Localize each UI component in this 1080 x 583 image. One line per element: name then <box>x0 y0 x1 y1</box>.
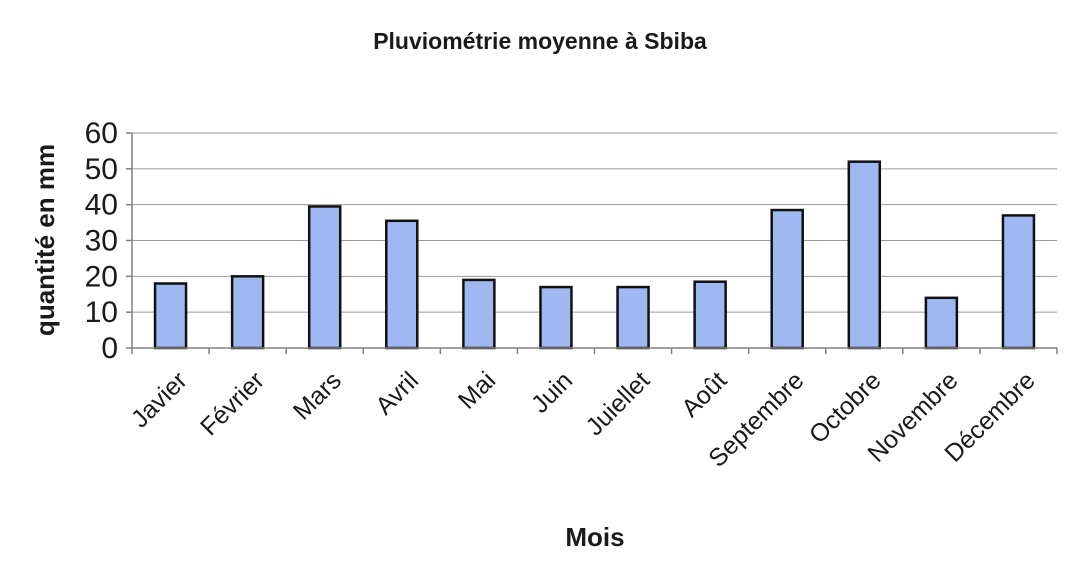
bar-7 <box>616 285 650 350</box>
x-tick-label: Août <box>676 366 732 422</box>
bar-6 <box>539 285 573 350</box>
x-tick-label: Mai <box>453 366 501 414</box>
x-tick-label: Mars <box>288 366 347 425</box>
y-tick-label: 30 <box>85 225 118 258</box>
x-tick-label: Février <box>195 366 270 441</box>
y-tick-label: 60 <box>85 117 118 150</box>
y-tick-label: 20 <box>85 260 118 293</box>
bar-3 <box>307 205 342 350</box>
bar-2 <box>230 275 265 350</box>
bar-5 <box>462 278 496 350</box>
x-tick-label: Avril <box>370 366 424 420</box>
x-tick-label: Javier <box>126 366 193 433</box>
gridlines <box>126 132 1057 349</box>
x-tick-label: Juiellet <box>580 366 655 441</box>
y-tick-label: 0 <box>101 332 118 365</box>
bars <box>153 160 1036 350</box>
x-tick-label: Juin <box>526 366 578 418</box>
bar-9 <box>770 208 804 350</box>
bar-4 <box>385 219 419 350</box>
y-tick-label: 10 <box>85 296 118 329</box>
bar-10 <box>847 160 882 350</box>
chart-title: Pluviométrie moyenne à Sbiba <box>373 28 707 54</box>
axes <box>131 133 1058 354</box>
y-tick-label: 40 <box>85 189 118 222</box>
x-axis-title: Mois <box>565 522 624 552</box>
y-tick-label: 50 <box>85 153 118 186</box>
bar-11 <box>924 296 959 350</box>
x-tick-labels: Javier Février Mars Avril Mai Juin Juiellet Aoû… <box>126 366 1041 472</box>
bar-8 <box>693 280 727 350</box>
bar-12 <box>1001 214 1036 350</box>
y-axis-title: quantité en mm <box>30 144 60 336</box>
bar-1 <box>153 282 188 350</box>
